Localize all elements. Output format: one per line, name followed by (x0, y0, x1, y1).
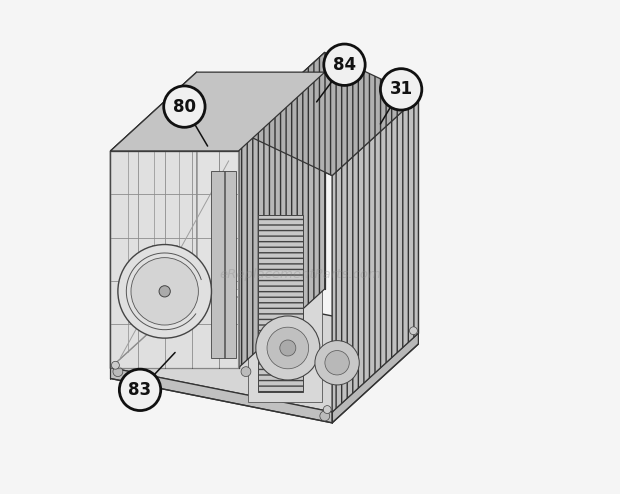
Circle shape (320, 411, 330, 421)
Circle shape (381, 69, 422, 110)
Circle shape (198, 283, 206, 290)
Text: 83: 83 (128, 381, 152, 399)
Circle shape (112, 361, 120, 369)
Circle shape (120, 369, 161, 411)
Circle shape (324, 44, 365, 85)
Polygon shape (110, 289, 419, 412)
Polygon shape (110, 72, 197, 368)
Polygon shape (239, 52, 325, 368)
Circle shape (267, 327, 309, 369)
Circle shape (159, 286, 170, 297)
Text: eReplacementParts.com: eReplacementParts.com (219, 268, 381, 281)
Polygon shape (148, 268, 182, 315)
Polygon shape (249, 200, 322, 402)
Polygon shape (110, 368, 332, 423)
Circle shape (118, 245, 211, 338)
Circle shape (131, 258, 198, 325)
Circle shape (315, 340, 359, 385)
Circle shape (323, 406, 331, 413)
Text: 80: 80 (173, 98, 196, 116)
Circle shape (409, 327, 417, 334)
Polygon shape (110, 151, 239, 368)
Circle shape (241, 367, 251, 376)
Polygon shape (197, 72, 325, 289)
Text: 84: 84 (333, 56, 356, 74)
Polygon shape (239, 52, 418, 175)
Circle shape (164, 86, 205, 127)
Text: 31: 31 (389, 81, 413, 98)
Polygon shape (211, 170, 236, 358)
Polygon shape (110, 72, 325, 151)
Circle shape (325, 351, 349, 375)
Polygon shape (332, 97, 418, 412)
Circle shape (280, 340, 296, 356)
Polygon shape (332, 333, 418, 423)
Polygon shape (259, 215, 303, 392)
Circle shape (113, 367, 123, 376)
Circle shape (256, 316, 320, 380)
